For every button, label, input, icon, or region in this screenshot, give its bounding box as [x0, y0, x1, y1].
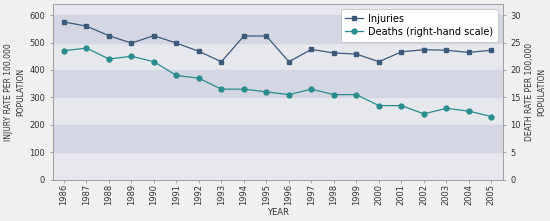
- Y-axis label: INJURY RATE PER 100,000
POPULATION: INJURY RATE PER 100,000 POPULATION: [4, 43, 25, 141]
- Y-axis label: DEATH RATE PER 100,000
POPULATION: DEATH RATE PER 100,000 POPULATION: [525, 43, 546, 141]
- X-axis label: YEAR: YEAR: [267, 208, 289, 217]
- Legend: Injuries, Deaths (right-hand scale): Injuries, Deaths (right-hand scale): [340, 9, 498, 42]
- Bar: [53, 70, 503, 97]
- Bar: [53, 125, 503, 152]
- Bar: [53, 15, 503, 43]
